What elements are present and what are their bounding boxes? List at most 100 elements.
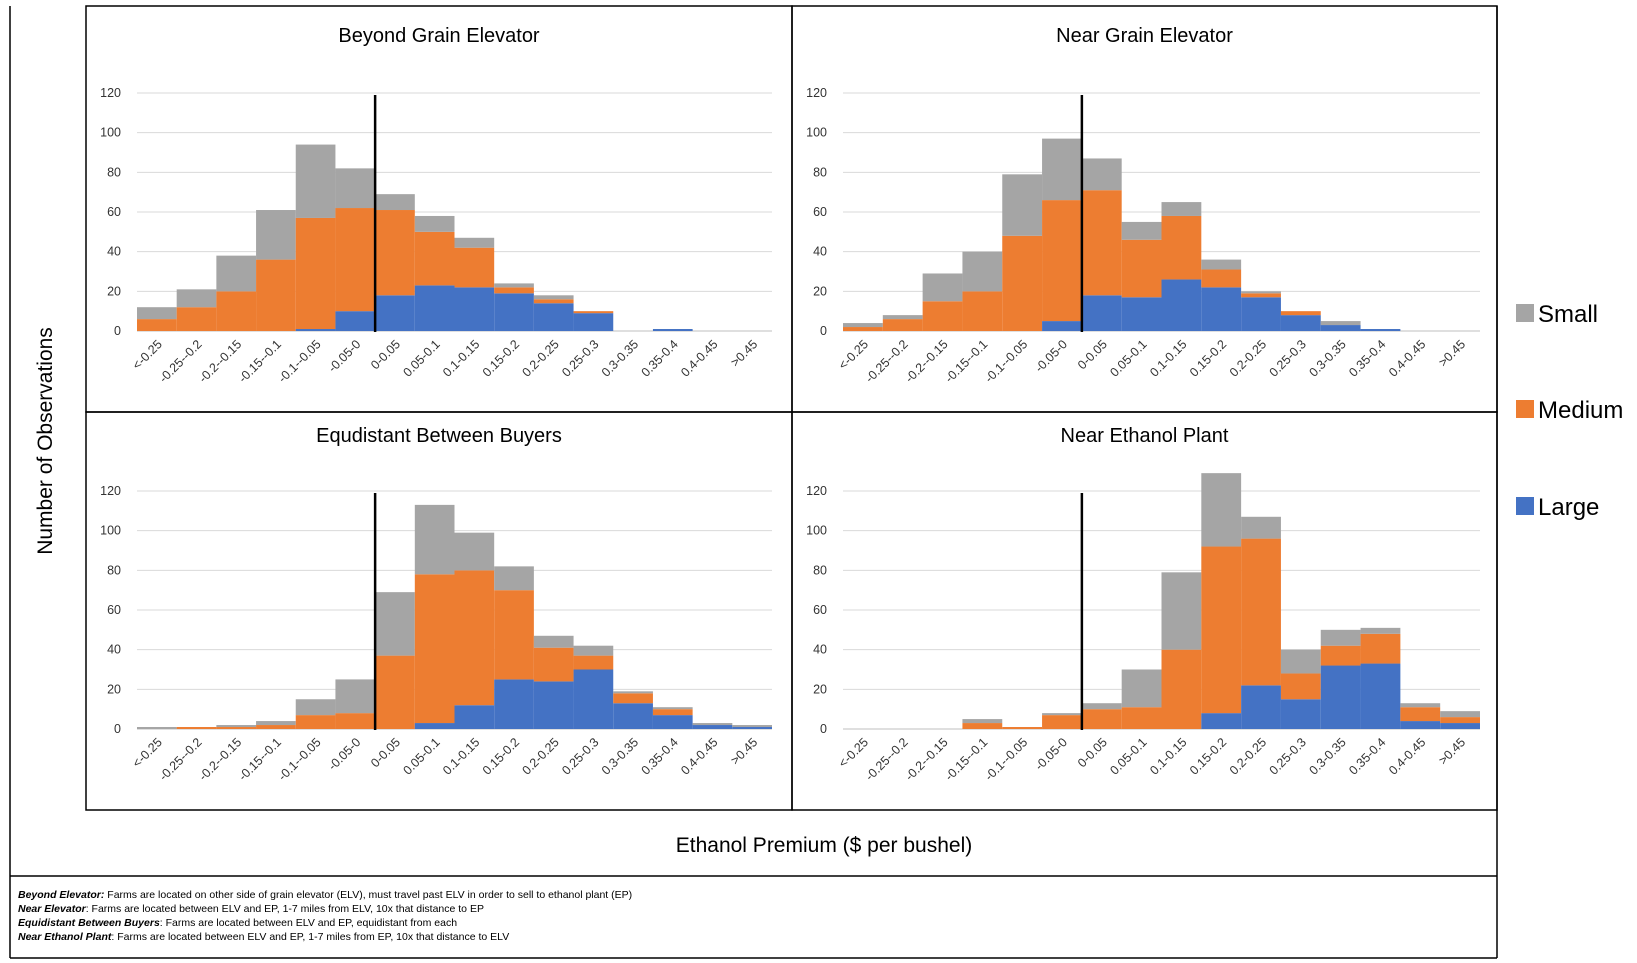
- bar-segment-small: [573, 645, 614, 656]
- bar-segment-medium: [375, 655, 415, 729]
- bar-segment-large: [1360, 329, 1401, 331]
- bar-segment-medium: [1360, 633, 1401, 664]
- x-tick-label: <-0.25: [836, 337, 871, 372]
- bar-segment-medium: [137, 319, 177, 331]
- bar-segment-small: [375, 592, 415, 656]
- bar-segment-medium: [1241, 538, 1281, 686]
- bar-segment-medium: [414, 231, 455, 286]
- bar-segment-small: [414, 504, 455, 575]
- bar-segment-small: [1241, 291, 1281, 294]
- bar-segment-small: [1400, 703, 1441, 708]
- x-tick-label: -0.1--0.05: [982, 337, 1030, 385]
- bar-segment-medium: [335, 713, 376, 729]
- x-tick-label: 0-0.05: [368, 735, 403, 770]
- bar-segment-small: [1440, 711, 1480, 718]
- y-tick-label: 120: [806, 86, 827, 100]
- bar-segment-small: [962, 719, 1003, 724]
- panel-title: Near Grain Elevator: [1056, 25, 1233, 47]
- x-tick-label: 0.35-0.4: [1346, 735, 1388, 777]
- bar-segment-medium: [1121, 707, 1162, 729]
- x-tick-label: 0.15-0.2: [480, 337, 522, 379]
- y-tick-label: 0: [114, 324, 121, 338]
- bar-segment-large: [652, 715, 693, 729]
- legend-label: Small: [1538, 301, 1598, 328]
- bar-segment-large: [1320, 325, 1361, 331]
- bar-segment-small: [843, 323, 883, 328]
- x-tick-label: 0.2-0.25: [520, 337, 562, 379]
- bar-segment-medium: [1042, 715, 1082, 729]
- bar-segment-small: [1320, 629, 1361, 646]
- bar-segment-small: [1121, 221, 1162, 240]
- footnote-line: Equidistant Between Buyers: Farms are lo…: [18, 916, 1418, 930]
- bar-segment-medium: [494, 590, 534, 680]
- bar-segment-small: [1002, 174, 1043, 236]
- bar-segment-large: [335, 311, 376, 331]
- bar-segment-large: [1280, 315, 1321, 331]
- bar-segment-large: [1241, 297, 1281, 331]
- x-tick-label: >0.45: [728, 337, 760, 369]
- bar-segment-medium: [533, 299, 574, 304]
- y-tick-label: 20: [107, 284, 121, 298]
- bar-segment-medium: [454, 247, 495, 288]
- bar-segment-medium: [1161, 215, 1202, 280]
- bar-segment-small: [533, 295, 574, 300]
- bar-segment-medium: [922, 301, 963, 331]
- bar-segment-large: [613, 703, 653, 729]
- bar-segment-small: [1081, 158, 1122, 191]
- footnote-line: Beyond Elevator: Farms are located on ot…: [18, 888, 1418, 902]
- bar-segment-medium: [256, 725, 296, 729]
- x-tick-label: 0.35-0.4: [639, 735, 681, 777]
- x-tick-label: 0.4-0.45: [678, 735, 720, 777]
- bar-segment-small: [216, 725, 257, 728]
- x-tick-label: 0-0.05: [368, 337, 403, 372]
- bar-segment-small: [1042, 138, 1082, 201]
- bar-segment-large: [454, 287, 495, 331]
- bar-segment-large: [1360, 663, 1401, 729]
- legend-label: Medium: [1538, 397, 1623, 424]
- x-tick-label: 0.35-0.4: [639, 337, 681, 379]
- bar-segment-small: [692, 723, 733, 726]
- bar-segment-large: [1042, 321, 1082, 331]
- x-tick-label: 0.4-0.45: [1386, 735, 1428, 777]
- bar-segment-small: [1121, 669, 1162, 708]
- x-axis-title: Ethanol Premium ($ per bushel): [676, 834, 972, 857]
- footnote-line: Near Elevator: Farms are located between…: [18, 902, 1418, 916]
- x-tick-label: -0.15--0.1: [942, 337, 990, 385]
- y-tick-label: 20: [813, 682, 827, 696]
- bar-segment-small: [335, 168, 376, 209]
- bar-segment-large: [1161, 279, 1202, 331]
- y-tick-label: 80: [107, 563, 121, 577]
- bar-segment-medium: [1121, 239, 1162, 298]
- bar-segment-small: [652, 707, 693, 710]
- x-tick-label: -0.2--0.15: [902, 337, 950, 385]
- legend-swatch-medium: [1516, 400, 1534, 418]
- bar-segment-small: [414, 215, 455, 232]
- bar-segment-small: [295, 144, 336, 218]
- panel-title: Beyond Grain Elevator: [338, 25, 540, 47]
- bar-segment-large: [375, 295, 415, 331]
- bar-segment-small: [882, 315, 923, 320]
- bar-segment-small: [1042, 713, 1082, 716]
- x-tick-label: -0.25--0.2: [863, 735, 911, 783]
- panel-border: [791, 411, 1498, 811]
- y-tick-label: 60: [107, 205, 121, 219]
- bar-segment-large: [414, 723, 455, 729]
- bar-segment-small: [1161, 202, 1202, 216]
- x-tick-label: 0.4-0.45: [1386, 337, 1428, 379]
- panel-title: Near Ethanol Plant: [1061, 425, 1229, 447]
- bar-segment-medium: [573, 311, 614, 314]
- bar-segment-medium: [295, 715, 336, 729]
- x-tick-label: -0.1--0.05: [982, 735, 1030, 783]
- x-tick-label: 0-0.05: [1075, 735, 1110, 770]
- bar-segment-large: [494, 679, 534, 729]
- x-tick-label: 0.1-0.15: [440, 337, 482, 379]
- y-tick-label: 120: [100, 86, 121, 100]
- x-tick-label: 0.15-0.2: [1187, 337, 1229, 379]
- bar-segment-medium: [176, 307, 217, 331]
- y-tick-label: 20: [813, 284, 827, 298]
- footnote-term: Equidistant Between Buyers: [18, 917, 160, 929]
- chart-panel: Near Ethanol Plant020406080100120<-0.25-…: [791, 411, 1498, 811]
- y-tick-label: 60: [107, 603, 121, 617]
- x-tick-label: 0.25-0.3: [559, 337, 601, 379]
- bar-segment-medium: [256, 259, 296, 331]
